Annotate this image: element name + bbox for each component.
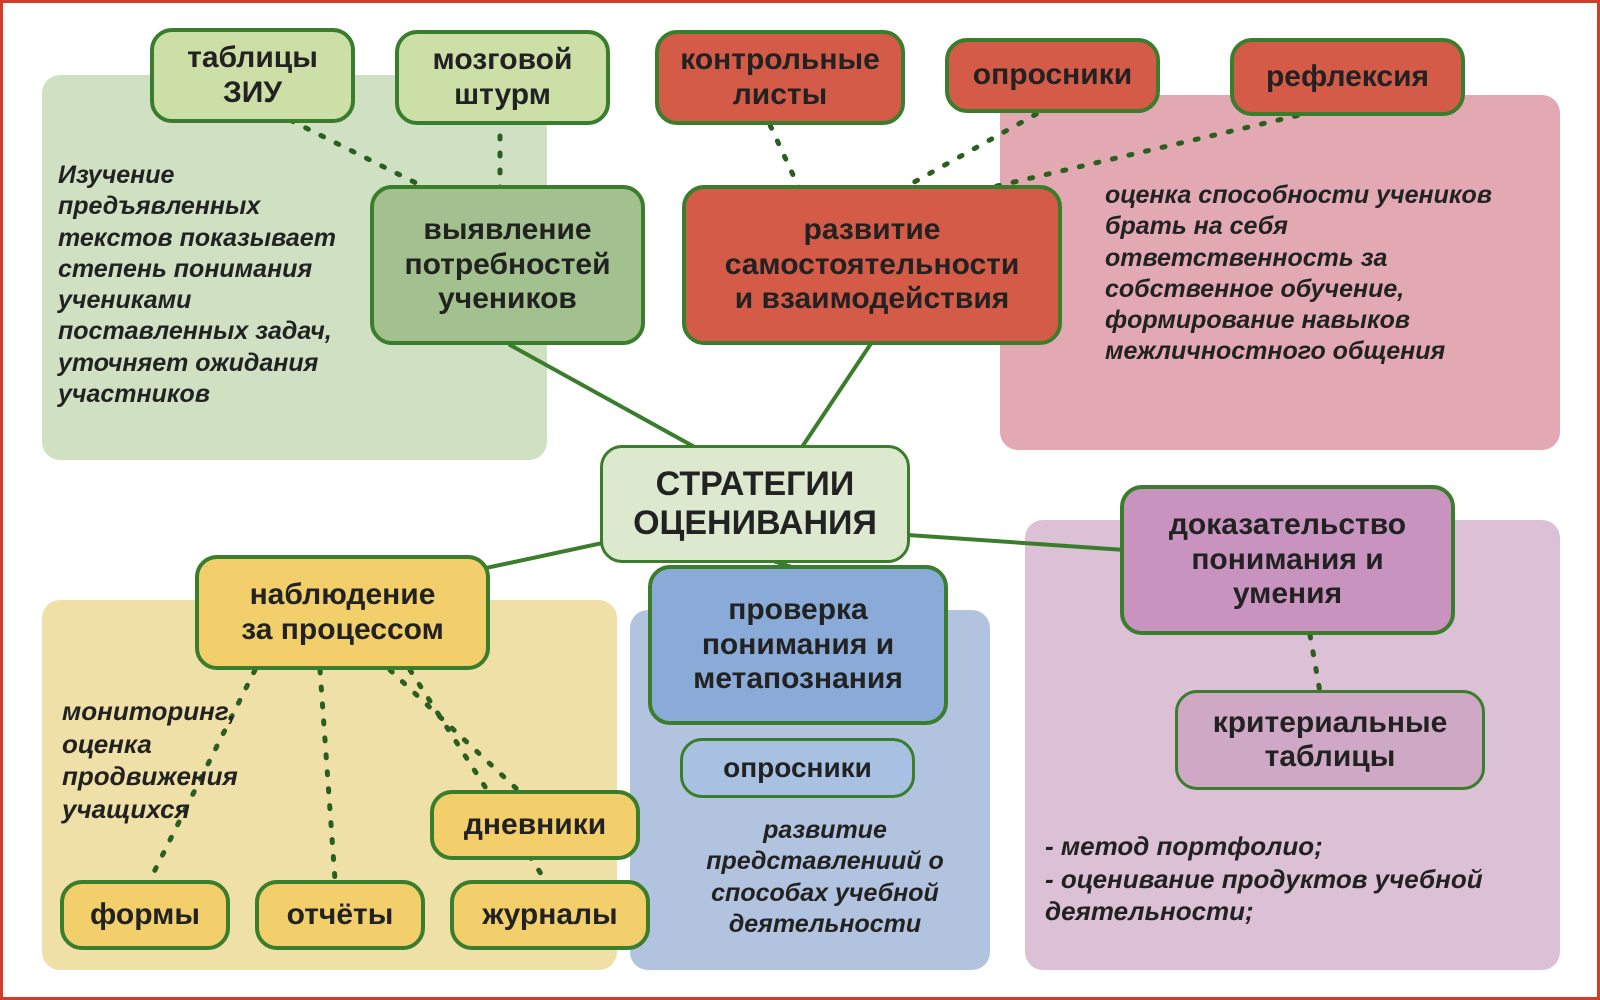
node-needs: выявление потребностей учеников	[370, 185, 645, 345]
node-journals: журналы	[450, 880, 650, 950]
node-center: СТРАТЕГИИ ОЦЕНИВАНИЯ	[600, 445, 910, 563]
node-develop: развитие самостоятельности и взаимодейст…	[682, 185, 1062, 345]
desc-red_desc: оценка способности учеников брать на себ…	[1105, 180, 1535, 368]
node-quest1: опросники	[945, 38, 1160, 113]
node-quest2: опросники	[680, 738, 915, 798]
node-brainstorm: мозговой штурм	[395, 30, 610, 125]
node-forms: формы	[60, 880, 230, 950]
node-diaries: дневники	[430, 790, 640, 860]
node-check: проверка понимания и метапознания	[648, 565, 948, 725]
desc-green_desc: Изучение предъявленных текстов показывае…	[58, 160, 358, 410]
node-control: контрольные листы	[655, 30, 905, 125]
node-reflex: рефлексия	[1230, 38, 1465, 116]
node-reports: отчёты	[255, 880, 425, 950]
node-observe: наблюдение за процессом	[195, 555, 490, 670]
node-proof: доказательство понимания и умения	[1120, 485, 1455, 635]
desc-blue_desc: развитие представлениий о способах учебн…	[665, 815, 985, 940]
desc-yellow_desc: мониторинг, оценка продвижения учащихся	[62, 695, 322, 825]
node-criteria: критериальные таблицы	[1175, 690, 1485, 790]
node-tables_ziu: таблицы ЗИУ	[150, 28, 355, 123]
desc-pink_desc: - метод портфолио; - оценивание продукто…	[1045, 830, 1485, 928]
